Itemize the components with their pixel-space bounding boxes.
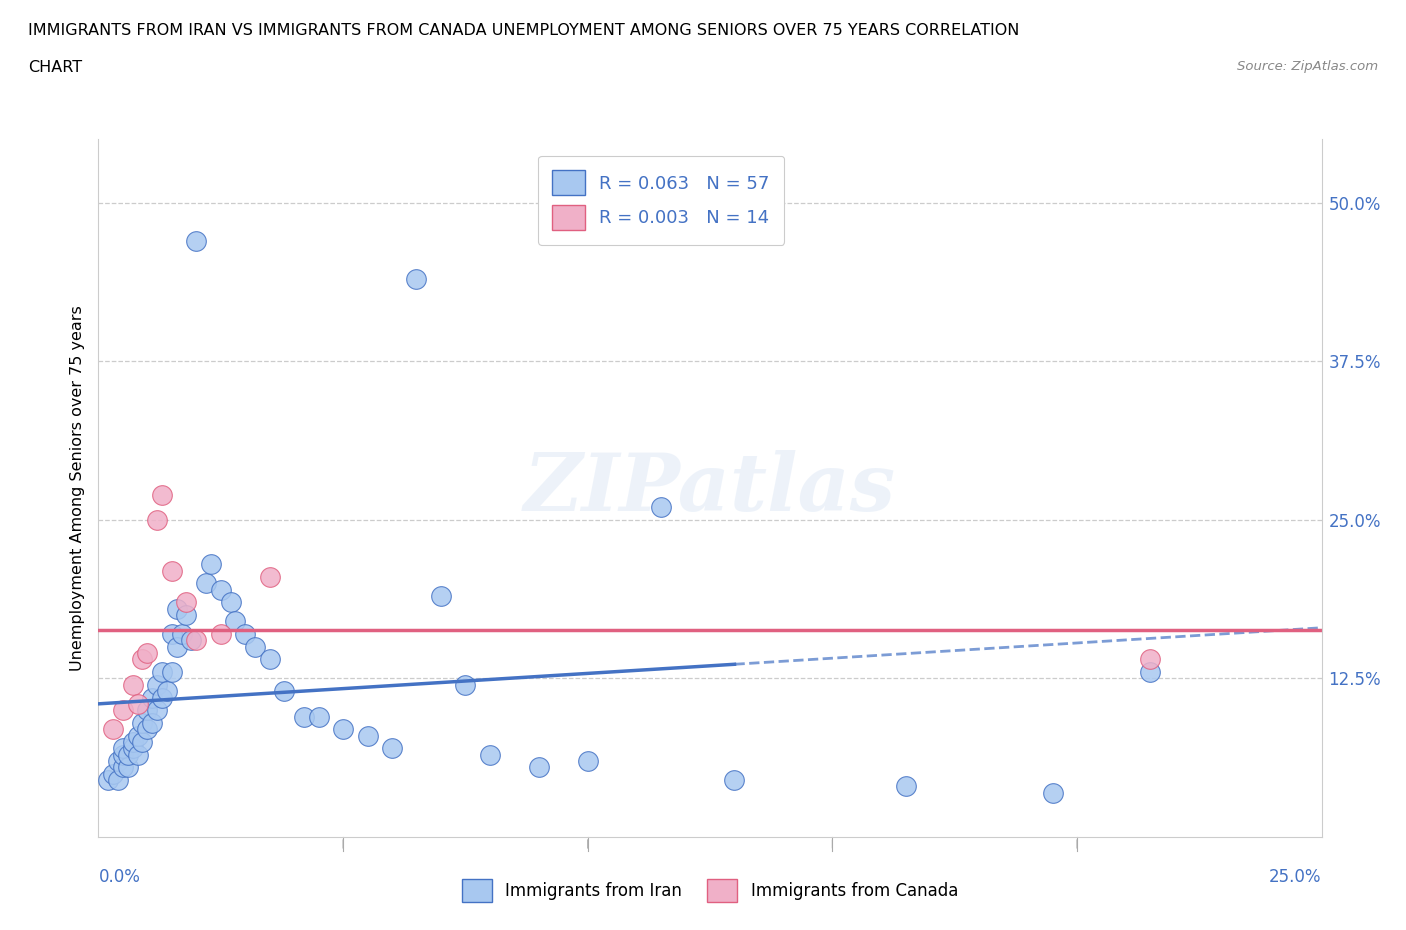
Point [1042,785,1064,800]
Point [405,272,427,286]
Point [723,773,745,788]
Point [146,512,169,527]
Point [243,639,266,654]
Point [160,627,183,642]
Point [176,595,198,610]
Point [356,728,378,743]
Point [166,602,188,617]
Point [209,627,232,642]
Point [141,715,163,730]
Point [273,684,295,698]
Point [127,728,149,743]
Point [224,614,246,629]
Point [111,760,134,775]
Point [97,773,120,788]
Text: 25.0%: 25.0% [1270,869,1322,886]
Point [127,697,149,711]
Point [131,715,153,730]
Point [107,753,129,768]
Point [1139,652,1161,667]
Point [121,741,143,756]
Point [200,557,222,572]
Point [101,766,124,781]
Point [111,703,134,718]
Point [150,487,173,502]
Point [259,569,281,584]
Point [136,703,159,718]
Legend: Immigrants from Iran, Immigrants from Canada: Immigrants from Iran, Immigrants from Ca… [456,872,965,909]
Point [430,589,453,604]
Point [195,576,218,591]
Point [150,665,173,680]
Point [576,753,599,768]
Point [170,627,193,642]
Point [308,709,330,724]
Point [332,722,354,737]
Point [381,741,404,756]
Point [160,665,183,680]
Point [121,735,143,750]
Point [186,633,208,648]
Point [478,747,501,762]
Text: 0.0%: 0.0% [98,869,141,886]
Point [160,564,183,578]
Text: CHART: CHART [28,60,82,75]
Point [454,677,477,692]
Point [156,684,179,698]
Point [141,690,163,705]
Point [219,595,242,610]
Point [150,690,173,705]
Point [131,735,153,750]
Point [650,499,672,514]
Text: Source: ZipAtlas.com: Source: ZipAtlas.com [1237,60,1378,73]
Point [180,633,202,648]
Point [111,747,134,762]
Text: ZIPatlas: ZIPatlas [524,449,896,527]
Point [136,645,159,660]
Point [111,741,134,756]
Point [186,233,208,248]
Point [136,722,159,737]
Point [292,709,315,724]
Point [176,607,198,622]
Point [117,747,139,762]
Point [117,760,139,775]
Point [146,703,169,718]
Point [121,677,143,692]
Point [1139,665,1161,680]
Point [131,652,153,667]
Point [146,677,169,692]
Point [127,747,149,762]
Y-axis label: Unemployment Among Seniors over 75 years: Unemployment Among Seniors over 75 years [69,305,84,671]
Point [233,627,256,642]
Point [209,582,232,597]
Point [259,652,281,667]
Point [527,760,550,775]
Text: IMMIGRANTS FROM IRAN VS IMMIGRANTS FROM CANADA UNEMPLOYMENT AMONG SENIORS OVER 7: IMMIGRANTS FROM IRAN VS IMMIGRANTS FROM … [28,23,1019,38]
Point [107,773,129,788]
Point [894,778,917,793]
Point [166,639,188,654]
Point [101,722,124,737]
